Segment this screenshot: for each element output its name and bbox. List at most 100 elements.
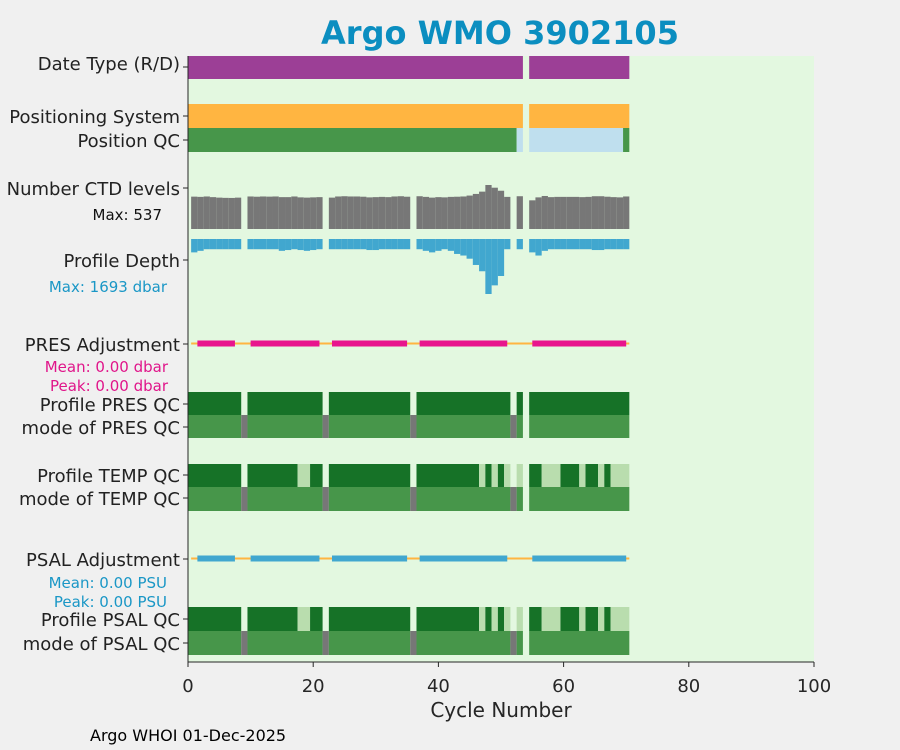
ctd-levels-bar-40 [435,197,442,229]
ctd-levels-bar-67 [604,196,611,229]
temp-mode-segment-9 [529,487,630,511]
psal-adj-peak: Peak: 0.00 PSU [54,593,167,611]
ctd-levels-bar-70 [623,196,630,229]
pres-mode-segment-8 [516,415,523,438]
pres-mode-segment-2 [247,415,323,438]
profile-depth-bar-53 [516,239,523,250]
profile-depth-bar-64 [585,239,592,250]
temp-qc-segment-4 [328,464,411,487]
ctd-levels-bar-56 [535,197,542,229]
psal-qc-segment-16 [585,607,599,631]
psal-mode-segment-9 [529,631,630,655]
profile-depth-bar-16 [285,239,292,251]
temp-qc-segment-19 [610,464,630,487]
ctd-levels-bar-19 [303,197,311,229]
row-label-ctd-levels: Number CTD levels [7,179,180,200]
x-tick-label-80: 80 [677,676,700,697]
position-qc-segment-3 [623,128,630,152]
ctd-levels-bar-21 [316,197,323,229]
ctd-levels-bar-62 [572,196,580,229]
ctd-levels-bar-45 [466,195,473,229]
psal-qc-segment-18 [604,607,611,631]
pres-qc-segment-5 [529,392,630,415]
x-axis-label: Cycle Number [430,698,572,722]
psal-qc-segment-19 [610,607,630,631]
axes [187,56,814,663]
position-qc-segment-1 [516,128,523,152]
pres-qc-segment-2 [328,392,411,415]
ctd-levels-bar-53 [516,196,523,229]
pres-qc-segment-4 [516,392,523,415]
profile-depth-bar-11 [253,239,260,250]
x-tick-label-0: 0 [182,676,193,697]
psal-qc-segment-14 [560,607,580,631]
ctd-levels-bar-12 [259,196,267,229]
psal-qc-segment-6 [479,607,486,631]
ctd-levels-bar-60 [560,196,567,229]
psal-qc-segment-17 [598,607,605,631]
profile-depth-bar-47 [479,239,486,272]
ctd-levels-bar-25 [341,196,348,229]
profile-depth-bar-59 [554,239,561,250]
temp-qc-segment-11 [516,464,523,487]
temp-qc-segment-13 [541,464,561,487]
profile-depth-bar-4 [209,239,217,250]
temp-mode-segment-8 [516,487,523,511]
profile-depth-bar-49 [491,239,498,286]
psal-mode-segment-7 [510,631,517,655]
temp-qc-segment-16 [585,464,599,487]
profile-depth-bar-7 [228,239,235,250]
profile-depth-bar-50 [497,239,505,276]
psal-adj-mean: Mean: 0.00 PSU [49,574,167,592]
temp-qc-segment-3 [310,464,323,487]
profile-depth-bar-55 [529,239,536,253]
temp-qc-segment-5 [416,464,480,487]
row-label-psal-adjustment: PSAL Adjustment [26,550,180,571]
profile-depth-bar-68 [610,239,617,250]
date-type-segment-0 [188,56,523,79]
profile-depth-bar-21 [316,239,323,250]
profile-depth-bar-19 [303,239,311,251]
temp-qc-segment-18 [604,464,611,487]
profile-depth-bar-26 [347,239,354,250]
temp-qc-segment-7 [485,464,492,487]
pres-mode-segment-9 [529,415,630,438]
psal-mode-segment-8 [516,631,523,655]
profile-depth-bar-13 [266,239,273,250]
pres-qc-segment-0 [188,392,242,415]
row-notes: Max: 537 Max: 1693 dbar Mean: 0.00 dbar … [45,206,169,611]
profile-depth-bar-35 [403,239,411,250]
temp-qc-segment-9 [497,464,505,487]
profile-depth-bar-58 [547,239,555,250]
ctd-levels-bar-28 [360,196,367,229]
ctd-levels-bar-48 [485,185,492,229]
profile-depth-bar-69 [616,239,624,250]
ctd-levels-bar-29 [366,197,373,229]
pres-mode-segment-3 [322,415,329,438]
pres-mode-segment-5 [410,415,417,438]
psal-mode-segment-0 [188,631,242,655]
profile-depth-bar-3 [203,239,210,250]
ctd-levels-bar-17 [291,196,298,229]
ctd-levels-bar-31 [378,196,386,229]
profile-depth-max: Max: 1693 dbar [49,278,168,296]
psal-mode-segment-1 [241,631,248,655]
ctd-levels-bar-61 [566,196,573,229]
psal-qc-segment-7 [485,607,492,631]
profile-depth-bar-2 [197,239,204,251]
ctd-levels-bar-8 [234,197,242,229]
profile-depth-bar-60 [560,239,567,250]
temp-mode-segment-7 [510,487,517,511]
x-ticks: 0 20 40 60 80 100 [182,662,831,697]
ctd-levels-bar-30 [372,197,379,229]
position-qc-segment-2 [529,128,624,152]
profile-depth-bar-5 [216,239,223,250]
profile-depth-bar-45 [466,239,473,259]
psal-qc-segment-1 [247,607,298,631]
ctd-levels-max: Max: 537 [93,206,162,224]
temp-mode-segment-3 [322,487,329,511]
temp-qc-segment-17 [598,464,605,487]
profile-depth-bar-29 [366,239,373,251]
ctd-levels-bar-33 [391,196,398,229]
profile-depth-bar-31 [378,239,386,250]
